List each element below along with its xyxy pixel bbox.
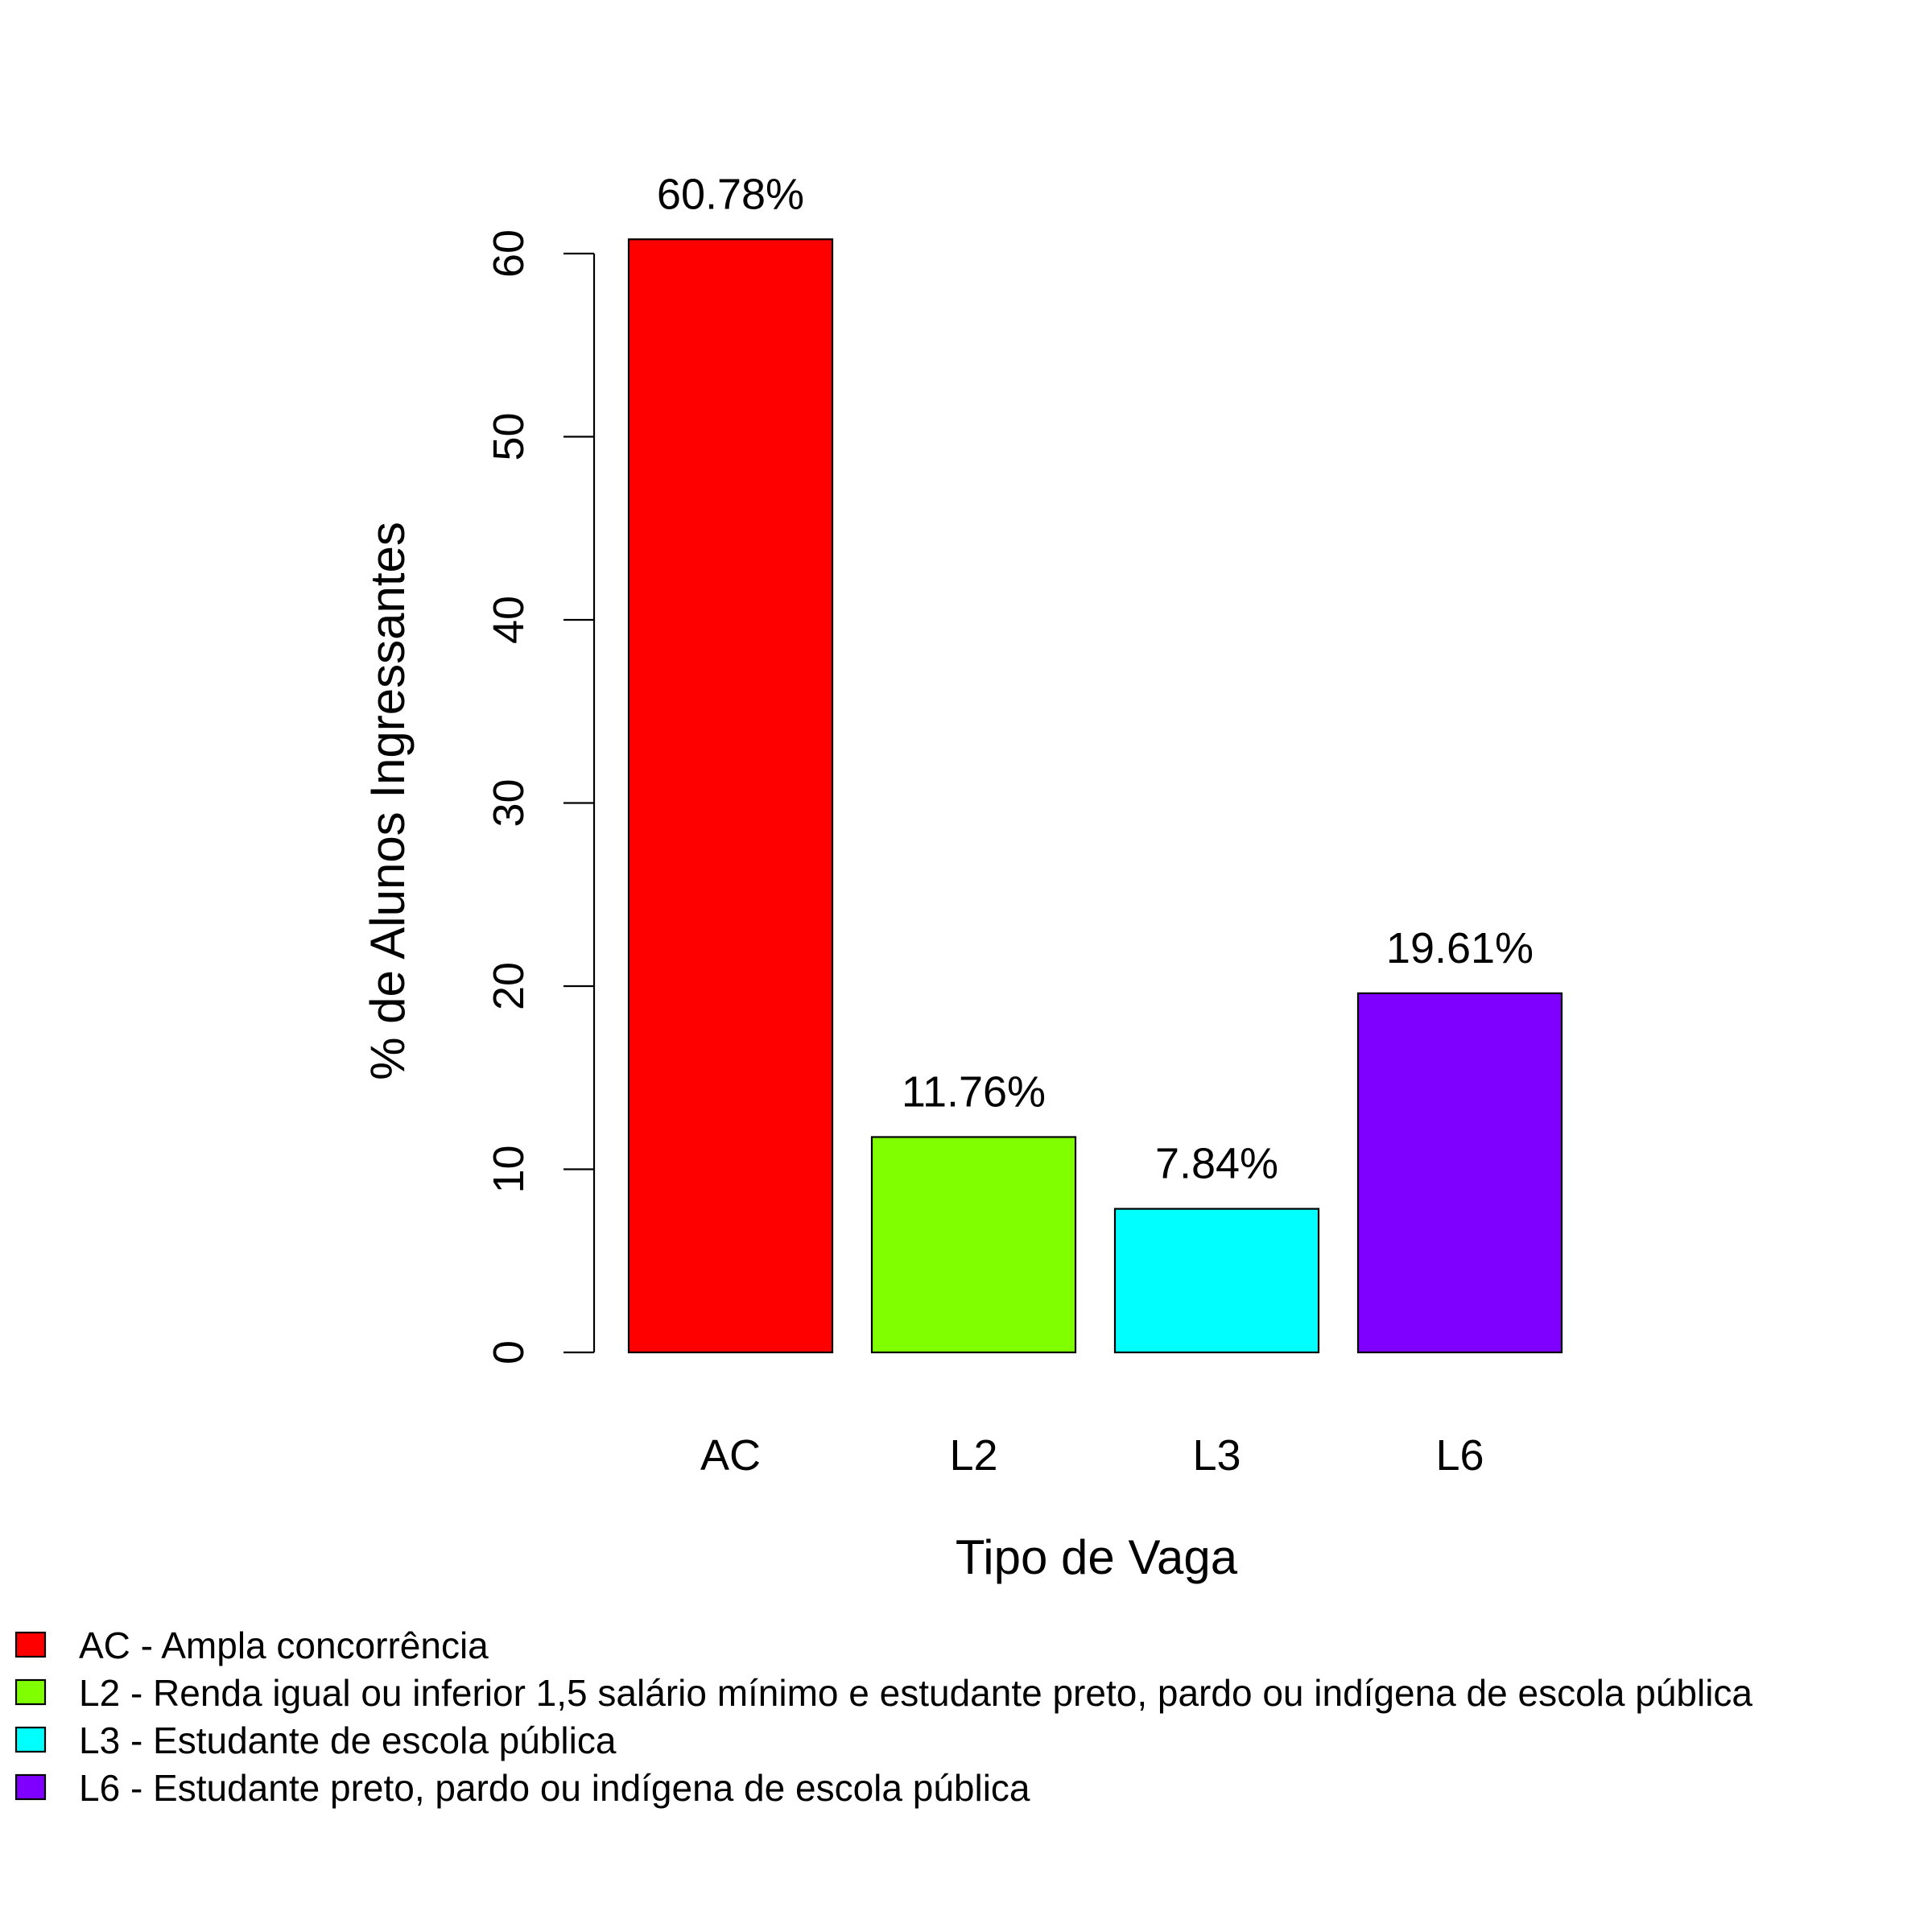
x-axis-label: Tipo de Vaga bbox=[956, 1530, 1238, 1584]
bar-value-label: 60.78% bbox=[657, 170, 804, 218]
x-tick-label: L3 bbox=[1192, 1431, 1241, 1480]
legend-entry: L3 - Estudante de escola pública bbox=[79, 1719, 617, 1761]
bar-ac bbox=[627, 238, 834, 1354]
legend-entry: L2 - Renda igual ou inferior 1,5 salário… bbox=[79, 1672, 1752, 1714]
x-tick-label: L6 bbox=[1435, 1431, 1484, 1480]
bar-l6 bbox=[1356, 992, 1563, 1354]
legend-swatch bbox=[14, 1631, 47, 1658]
bar-value-label: 11.76% bbox=[902, 1067, 1046, 1116]
bar-l2 bbox=[870, 1136, 1077, 1354]
y-tick-label: 30 bbox=[485, 778, 533, 827]
legend-entry: AC - Ampla concorrência bbox=[79, 1624, 489, 1666]
y-axis-label: % de Alunos Ingressantes bbox=[361, 522, 415, 1080]
legend-swatch bbox=[14, 1678, 47, 1706]
bars bbox=[627, 238, 1563, 1354]
legend-swatch bbox=[14, 1726, 47, 1753]
y-tick-label: 40 bbox=[485, 596, 533, 644]
y-tick-label: 10 bbox=[485, 1145, 533, 1193]
y-axis: 0 10 20 30 40 50 60 bbox=[485, 229, 596, 1364]
y-tick-label: 0 bbox=[485, 1340, 533, 1364]
x-axis-tick-labels: AC L2 L3 L6 bbox=[700, 1431, 1484, 1480]
legend: AC - Ampla concorrência L2 - Renda igual … bbox=[14, 1624, 1752, 1809]
x-tick-label: AC bbox=[700, 1431, 761, 1480]
legend-entry: L6 - Estudante preto, pardo ou indígena … bbox=[79, 1767, 1030, 1809]
legend-swatch bbox=[14, 1773, 47, 1801]
y-tick-label: 20 bbox=[485, 962, 533, 1010]
bar-value-labels: 60.78% 11.76% 7.84% 19.61% bbox=[657, 170, 1534, 1187]
x-tick-label: L2 bbox=[949, 1431, 997, 1480]
y-tick-label: 50 bbox=[485, 412, 533, 460]
bar-l3 bbox=[1113, 1208, 1320, 1354]
bar-value-label: 19.61% bbox=[1386, 924, 1534, 972]
bar-value-label: 7.84% bbox=[1155, 1140, 1278, 1188]
y-tick-label: 60 bbox=[485, 229, 533, 278]
